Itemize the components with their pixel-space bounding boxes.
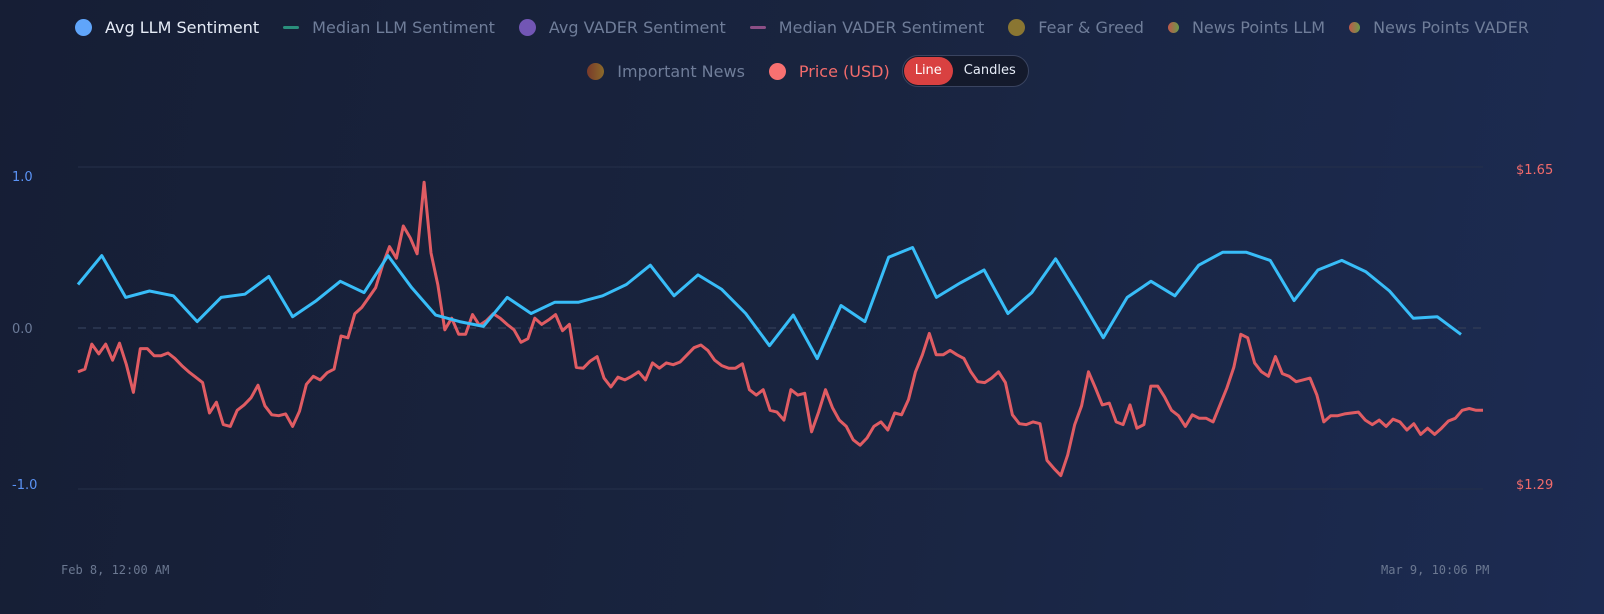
legend-item-avg-llm-sentiment[interactable]: Avg LLM Sentiment <box>75 18 259 37</box>
chart-type-toggle[interactable]: Line Candles <box>901 55 1029 87</box>
legend-label: News Points VADER <box>1373 18 1529 37</box>
dash-marker-icon <box>283 26 300 29</box>
dot-marker-icon <box>518 19 536 36</box>
legend-row-2: Important News Price (USD) Line Candles <box>0 55 1604 87</box>
legend-label: Avg LLM Sentiment <box>105 18 260 37</box>
gradient-dot-icon <box>587 62 605 80</box>
y-left-tick-minus-1: -1.0 <box>12 478 38 493</box>
candles-toggle-button[interactable]: Candles <box>963 63 1016 78</box>
legend-label: Median LLM Sentiment <box>312 18 495 37</box>
gradient-dot-icon <box>1167 22 1179 33</box>
legend-label: Price (USD) <box>798 61 890 81</box>
legend-label: News Points LLM <box>1191 18 1326 37</box>
legend-item-fear-greed[interactable]: Fear & Greed <box>1008 18 1144 37</box>
legend-item-median-llm-sentiment[interactable]: Median LLM Sentiment <box>283 18 495 37</box>
y-left-tick-0: 0.0 <box>12 322 33 337</box>
legend-item-news-points-llm[interactable]: News Points LLM <box>1167 18 1326 37</box>
legend-label: Fear & Greed <box>1038 18 1144 37</box>
legend-label: Important News <box>617 61 745 81</box>
legend-row-1: Avg LLM Sentiment Median LLM Sentiment Avg… <box>0 18 1604 37</box>
x-tick-start: Feb 8, 12:00 AM <box>61 563 170 577</box>
legend-label: Avg VADER Sentiment <box>548 18 726 37</box>
legend-item-median-vader-sentiment[interactable]: Median VADER Sentiment <box>749 18 985 37</box>
series-line-avg-llm-sentiment <box>76 246 1462 361</box>
series-line-price-usd <box>77 180 1483 478</box>
y-right-tick-bottom: $1.29 <box>1516 478 1554 493</box>
legend-item-news-points-vader[interactable]: News Points VADER <box>1349 18 1529 37</box>
dot-marker-icon <box>768 62 786 80</box>
x-tick-end: Mar 9, 10:06 PM <box>1381 563 1490 577</box>
legend-label: Median VADER Sentiment <box>778 18 985 37</box>
legend-item-important-news[interactable]: Important News <box>587 62 745 81</box>
dash-marker-icon <box>749 26 766 29</box>
line-toggle-button[interactable]: Line <box>903 57 953 85</box>
legend-item-avg-vader-sentiment[interactable]: Avg VADER Sentiment <box>518 18 726 37</box>
y-left-tick-1: 1.0 <box>12 170 33 185</box>
gradient-dot-icon <box>1349 22 1361 33</box>
dot-marker-icon <box>1008 19 1026 36</box>
dot-marker-icon <box>75 19 93 36</box>
y-right-tick-top: $1.65 <box>1516 163 1554 178</box>
legend-item-price-usd[interactable]: Price (USD) <box>768 61 890 81</box>
